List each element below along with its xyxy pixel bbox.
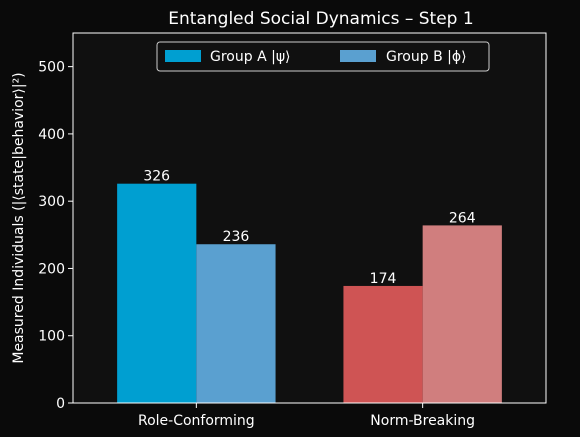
data-label: 326 <box>143 169 170 185</box>
bar-norm-breaking-series-1 <box>343 285 423 403</box>
y-tick-label: 300 <box>38 194 65 210</box>
y-tick-label: 0 <box>56 396 65 412</box>
bar-role-conforming-series-1 <box>117 183 197 403</box>
y-tick-label: 100 <box>38 329 65 345</box>
y-tick-label: 400 <box>38 127 65 143</box>
legend-label-group-a: Group A |ψ⟩ <box>210 49 291 65</box>
data-label: 174 <box>370 271 397 287</box>
legend-swatch-group-b <box>340 50 376 62</box>
plot-frame <box>72 32 547 404</box>
bar-role-conforming-series-2 <box>196 244 276 403</box>
y-tick-label: 200 <box>38 261 65 277</box>
y-axis: 0 100 200 300 400 500 <box>38 60 73 412</box>
x-tick-label: Role-Conforming <box>138 413 255 429</box>
legend: Group A |ψ⟩ Group B |ϕ⟩ <box>156 41 490 72</box>
bars-layer <box>117 183 502 403</box>
x-axis: Role-Conforming Norm-Breaking <box>138 403 475 429</box>
y-tick-label: 500 <box>38 60 65 76</box>
x-tick-label: Norm-Breaking <box>370 413 475 429</box>
y-axis-label: Measured Individuals (|⟨state|behavior⟩|… <box>11 72 27 363</box>
chart-title: Entangled Social Dynamics – Step 1 <box>168 9 473 29</box>
data-labels-layer: 326 236 174 264 <box>143 169 475 287</box>
legend-box <box>156 41 490 72</box>
bar-norm-breaking-series-2 <box>422 225 502 403</box>
legend-label-group-b: Group B |ϕ⟩ <box>386 49 467 65</box>
data-label: 236 <box>223 229 250 245</box>
legend-swatch-group-a <box>165 50 201 62</box>
data-label: 264 <box>449 210 476 226</box>
